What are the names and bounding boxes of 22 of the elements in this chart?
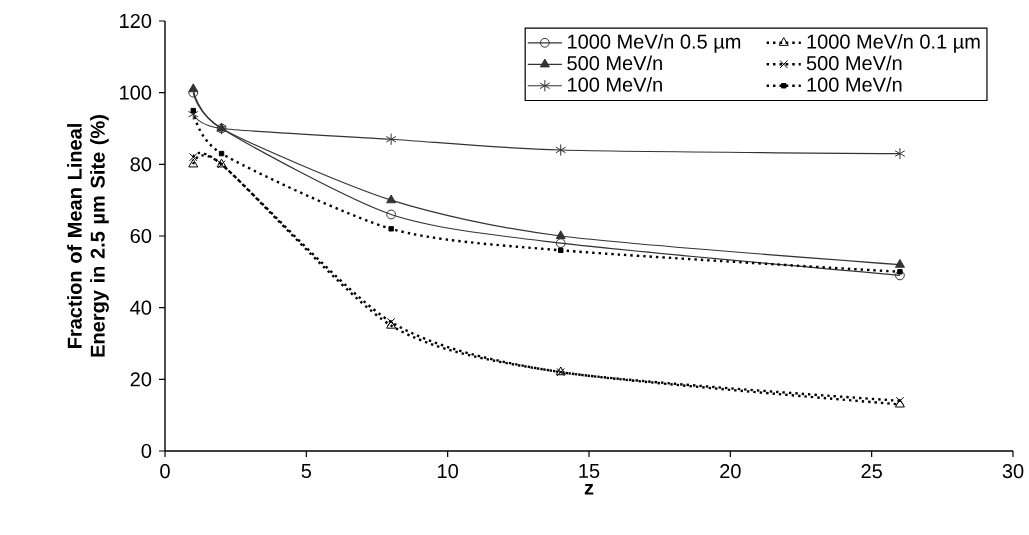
x-tick-label: 0 [160,464,170,479]
legend-label: 500 MeV/n [806,55,902,71]
x-tick-label: 5 [301,464,312,478]
y-tick-label: 20 [130,372,152,387]
x-tick-label: 15 [579,464,600,478]
y-tick-label: 60 [130,228,152,244]
y-axis-title: Fraction of Mean Lineal Energy in 2.5 µm Site (%) [67,115,109,357]
legend-label: 1000 MeV/n 0.5 µm [568,34,741,53]
y-tick-label: 100 [120,85,152,100]
x-tick-label: 20 [720,464,741,479]
legend-label: 500 MeV/n [567,55,662,71]
legend-label: 100 MeV/n [568,77,662,92]
y-tick-label: 40 [130,300,152,315]
x-tick-label: 30 [1002,464,1024,479]
y-tick-label: 0 [141,443,152,459]
x-tick-label: 10 [438,464,459,479]
y-tick-label: 80 [130,157,152,172]
legend-label: 1000 MeV/n 0.1 µm [807,34,980,53]
y-tick-label: 120 [120,13,152,29]
x-axis-title: z [584,483,594,495]
legend-label: 100 MeV/n [807,77,902,92]
x-tick-label: 25 [861,464,882,479]
